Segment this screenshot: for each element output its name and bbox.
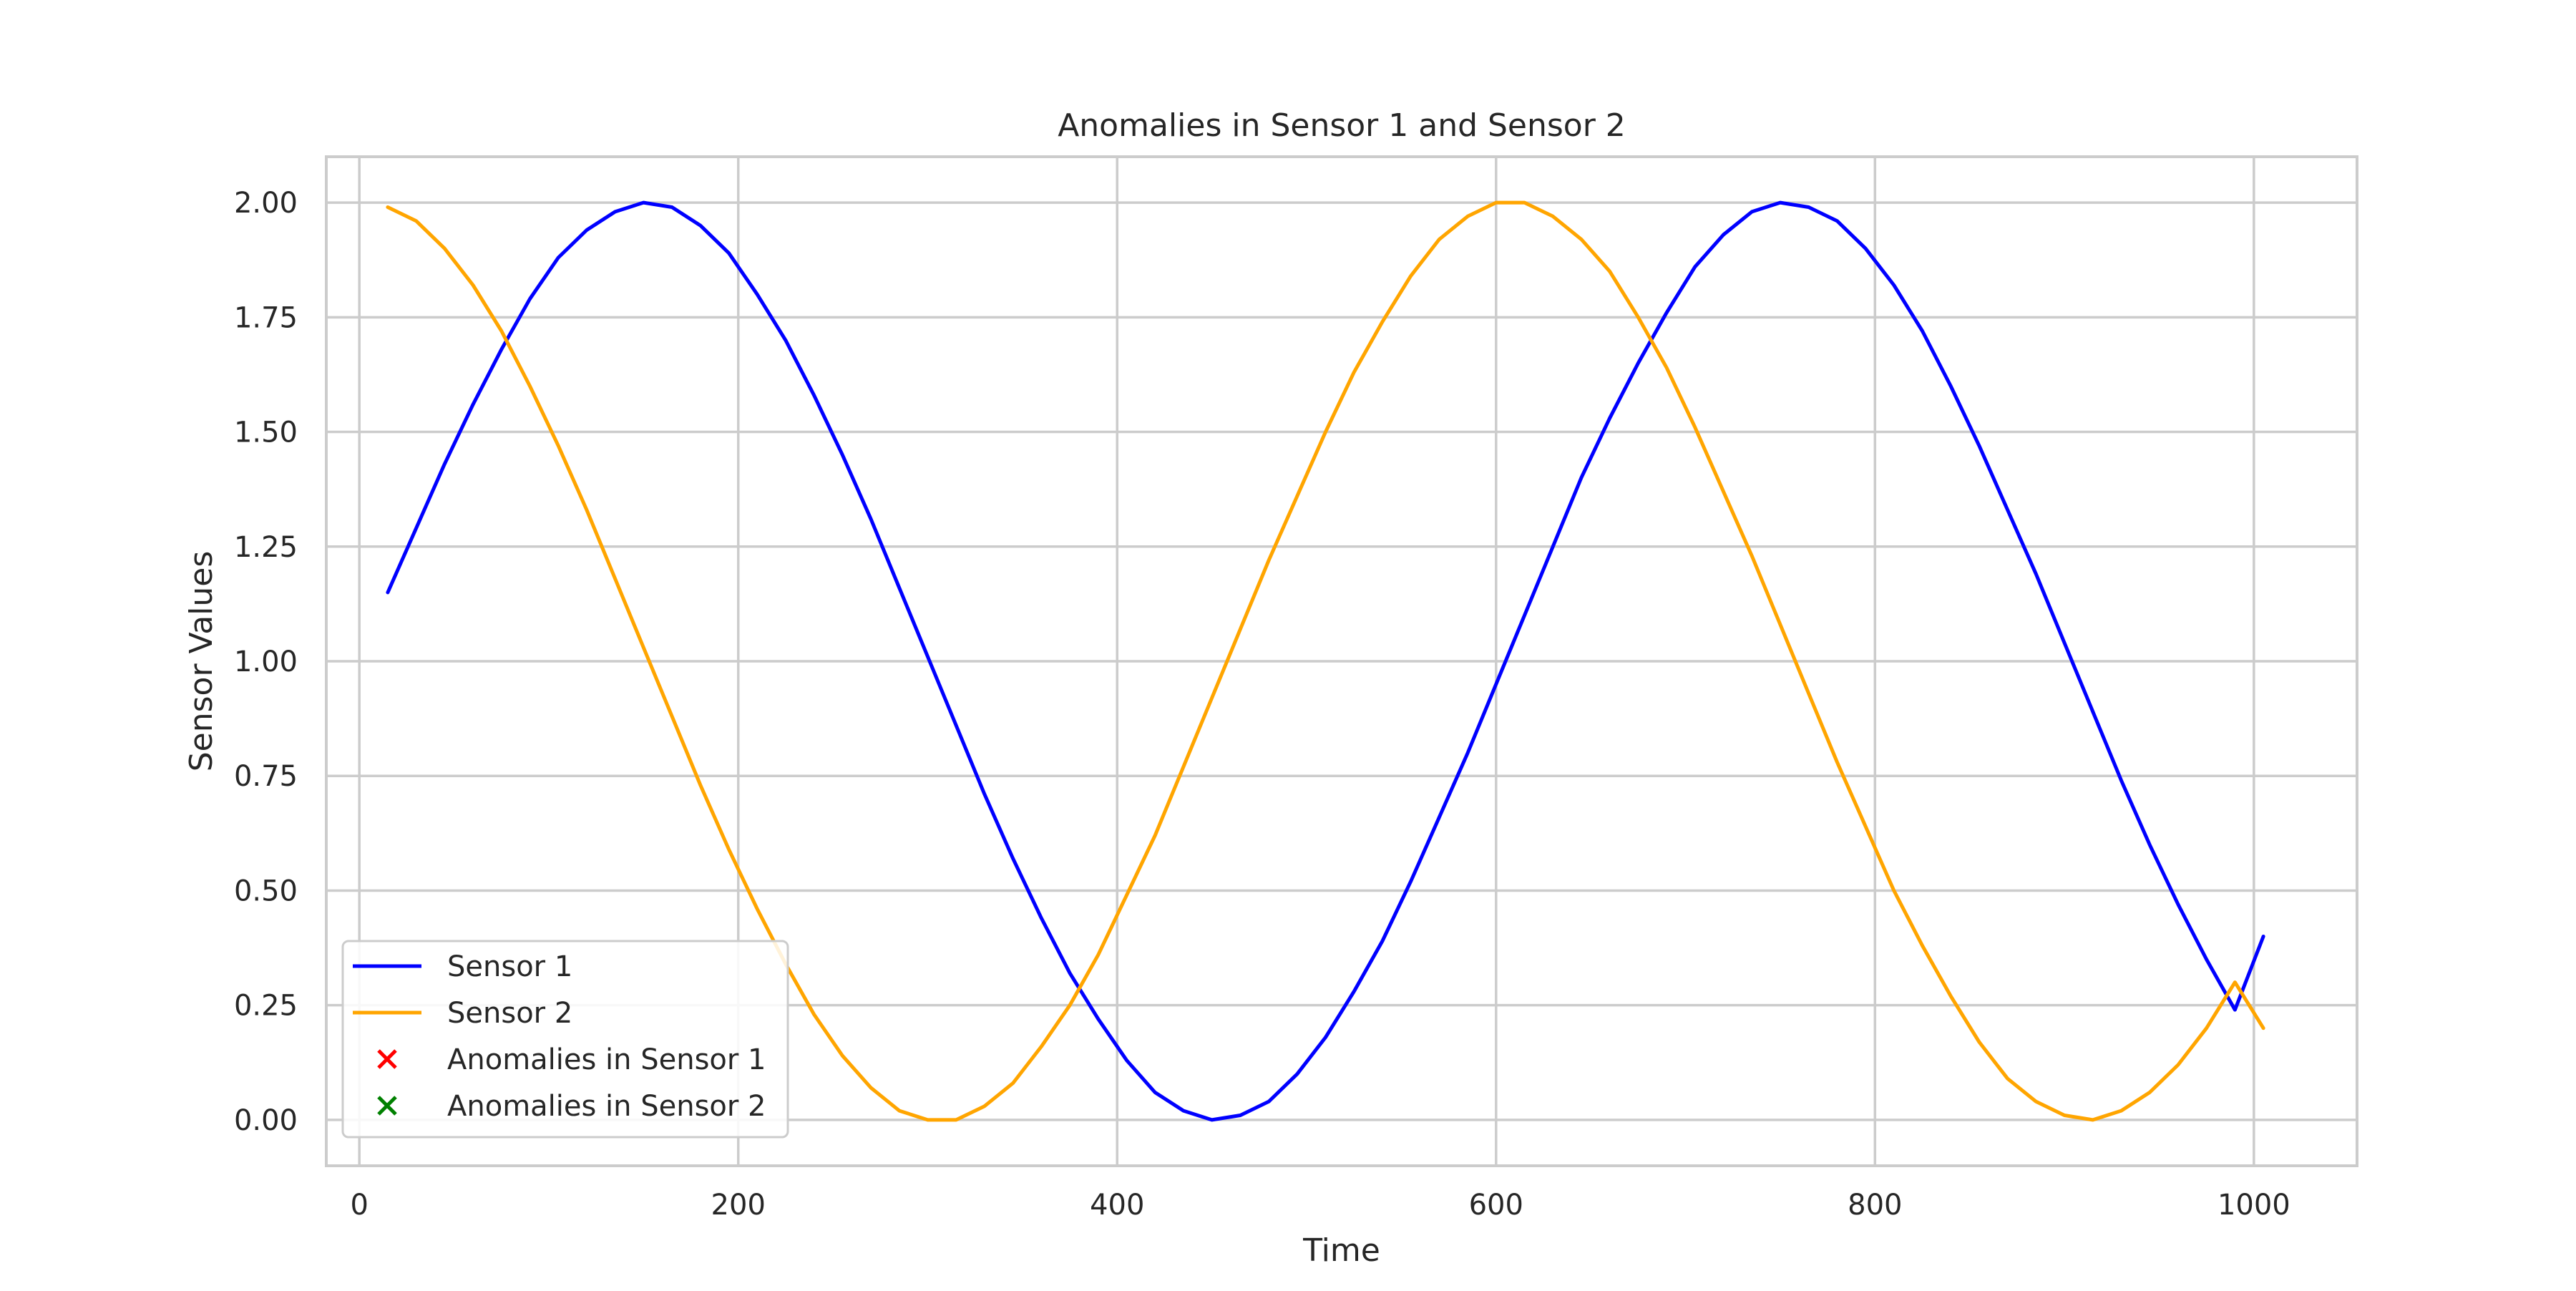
y-tick-label: 1.75 (234, 301, 298, 334)
series-line-sensor-1 (386, 200, 2265, 1122)
legend-entry: Sensor 2 (353, 997, 572, 1030)
series-line-sensor-2 (386, 200, 2265, 1122)
y-tick-label: 0.75 (234, 760, 298, 793)
series-layer (386, 200, 2265, 1122)
x-tick-label: 200 (711, 1189, 766, 1222)
legend-label: Anomalies in Sensor 2 (447, 1090, 766, 1123)
x-tick-label: 600 (1469, 1189, 1523, 1222)
x-tick-label: 800 (1848, 1189, 1902, 1222)
plot-frame (325, 155, 2358, 1167)
y-axis-label: Sensor Values (183, 551, 220, 772)
legend-entry: Anomalies in Sensor 2 (377, 1090, 766, 1123)
legend-label: Anomalies in Sensor 1 (447, 1043, 766, 1076)
legend-label: Sensor 1 (447, 950, 572, 983)
y-tick-label: 0.00 (234, 1104, 298, 1137)
x-tick-label: 1000 (2218, 1189, 2290, 1222)
x-tick-label: 400 (1090, 1189, 1144, 1222)
legend: Sensor 1 Sensor 2 Anomalies in Sensor 1 Ano… (341, 940, 789, 1139)
x-axis-label: Time (1302, 1232, 1380, 1269)
legend-label: Sensor 2 (447, 997, 572, 1030)
legend-x-marker-icon (377, 1096, 397, 1116)
y-tick-label: 2.00 (234, 187, 298, 220)
x-tick-label: 0 (350, 1189, 368, 1222)
y-tick-label: 1.00 (234, 646, 298, 678)
y-tick-label: 1.50 (234, 416, 298, 449)
y-tick-label: 1.25 (234, 531, 298, 564)
legend-entry: Anomalies in Sensor 1 (377, 1043, 766, 1076)
y-tick-label: 0.50 (234, 875, 298, 907)
legend-entry: Sensor 1 (353, 950, 572, 983)
chart-title: Anomalies in Sensor 1 and Sensor 2 (1058, 107, 1626, 144)
tick-labels: 0 200 400 600 800 1000 0.00 0.25 0.50 0.75 1.00 1.2… (234, 187, 2290, 1222)
legend-box (341, 940, 789, 1139)
legend-x-marker-icon (377, 1049, 397, 1069)
y-tick-label: 0.25 (234, 990, 298, 1023)
